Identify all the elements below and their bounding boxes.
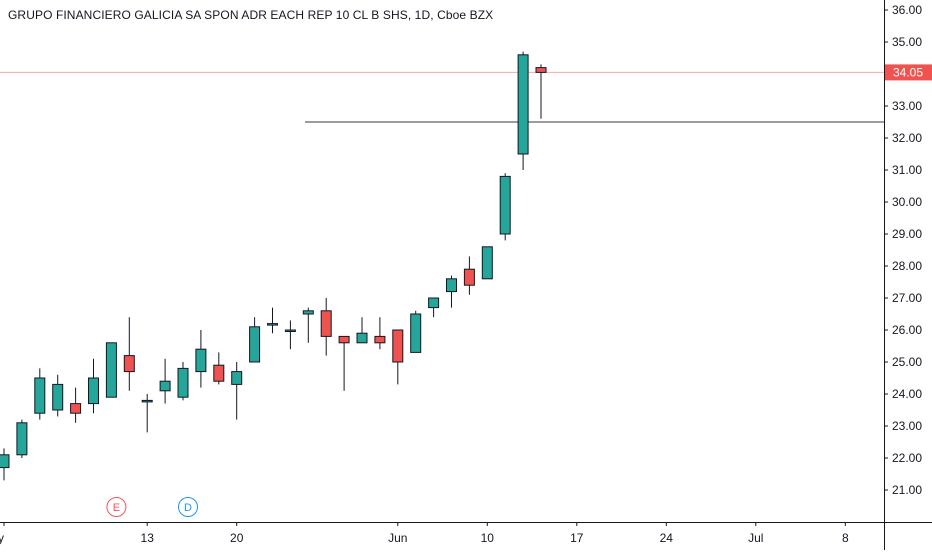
candle-down[interactable] <box>123 355 135 373</box>
candle-up[interactable] <box>284 329 296 332</box>
time-tick-label: ay <box>0 531 4 545</box>
candle-up[interactable] <box>302 310 314 315</box>
price-tick-label: 31.00 <box>892 163 922 177</box>
candle-down[interactable] <box>213 364 225 382</box>
candle-down[interactable] <box>535 67 547 73</box>
dividend-event-marker[interactable] <box>178 497 198 517</box>
candle-up[interactable] <box>159 380 171 392</box>
candle-down[interactable] <box>320 310 332 337</box>
candle-down[interactable] <box>338 335 350 344</box>
candle-up[interactable] <box>231 371 243 385</box>
candle-up[interactable] <box>0 454 10 469</box>
last-price-tag <box>885 64 932 81</box>
candle-down[interactable] <box>374 335 386 344</box>
candle-up[interactable] <box>105 342 117 398</box>
candle-down[interactable] <box>463 268 475 286</box>
price-tick-label: 22.00 <box>892 451 922 465</box>
price-tick-label: 32.00 <box>892 131 922 145</box>
price-tick-label: 36.00 <box>892 3 922 17</box>
candle-up[interactable] <box>356 332 368 344</box>
candle-up[interactable] <box>177 367 189 398</box>
candle-up[interactable] <box>34 377 46 414</box>
candle-up[interactable] <box>428 297 440 309</box>
candle-up[interactable] <box>446 278 457 293</box>
price-tick-label: 21.00 <box>892 483 922 497</box>
event-marker-label: D <box>184 502 192 514</box>
time-tick-label: 24 <box>660 531 674 545</box>
candle-up[interactable] <box>481 246 493 280</box>
candle-up[interactable] <box>141 399 153 403</box>
candle-up[interactable] <box>249 326 261 363</box>
candle-down[interactable] <box>392 329 404 363</box>
candle-up[interactable] <box>267 323 278 326</box>
price-tick-label: 33.00 <box>892 99 922 113</box>
event-marker-label: E <box>113 502 120 514</box>
candle-up[interactable] <box>499 175 511 235</box>
time-tick-label: 20 <box>230 531 244 545</box>
time-tick-label: Jun <box>388 531 407 545</box>
candle-up[interactable] <box>195 348 207 373</box>
price-tick-label: 29.00 <box>892 227 922 241</box>
time-tick-label: Jul <box>748 531 763 545</box>
candle-down[interactable] <box>70 403 82 414</box>
candle-up[interactable] <box>88 377 99 405</box>
last-price-value: 34.05 <box>893 65 923 79</box>
price-tick-label: 25.00 <box>892 355 922 369</box>
chart-title: GRUPO FINANCIERO GALICIA SA SPON ADR EAC… <box>8 8 494 22</box>
time-tick-label: 10 <box>481 531 495 545</box>
time-tick-label: 8 <box>842 531 849 545</box>
price-tick-label: 30.00 <box>892 195 922 209</box>
price-tick-label: 24.00 <box>892 387 922 401</box>
price-tick-label: 35.00 <box>892 35 922 49</box>
candle-up[interactable] <box>517 54 529 155</box>
price-tick-label: 26.00 <box>892 323 922 337</box>
candle-up[interactable] <box>52 383 64 411</box>
price-tick-label: 28.00 <box>892 259 922 273</box>
time-tick-label: 17 <box>570 531 584 545</box>
time-tick-label: 13 <box>141 531 155 545</box>
earnings-event-marker[interactable] <box>106 497 127 517</box>
price-tick-label: 27.00 <box>892 291 922 305</box>
candle-up[interactable] <box>410 313 422 353</box>
candle-up[interactable] <box>16 422 28 456</box>
price-tick-label: 23.00 <box>892 419 922 433</box>
